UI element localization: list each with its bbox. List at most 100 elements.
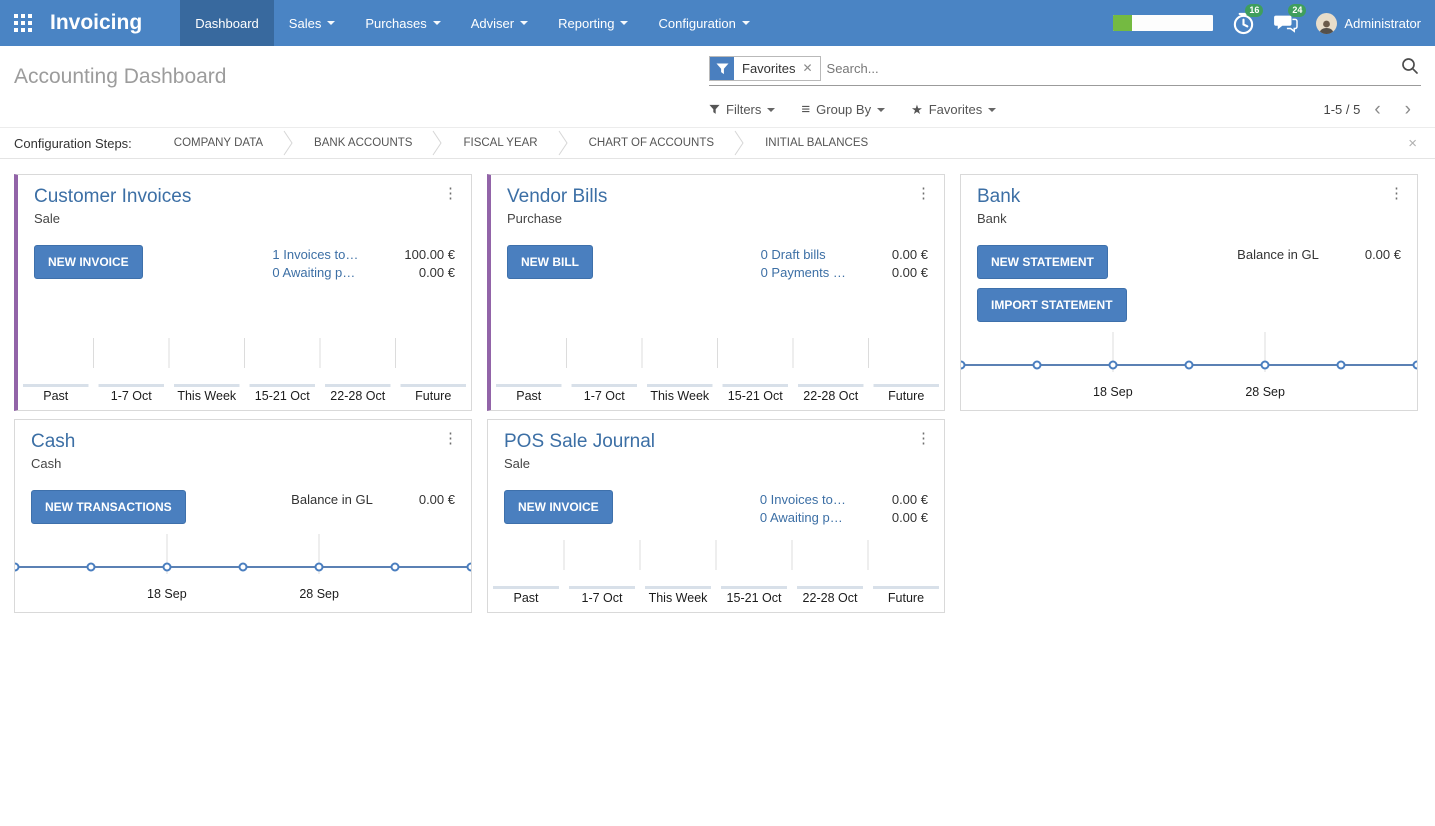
filter-toolbar: Filters ≡ Group By ★ Favorites 1-5 / 5 ‹… bbox=[709, 100, 1421, 119]
card-vendor-bills: ⋮ Vendor Bills Purchase NEW BILL 0 Draft… bbox=[487, 174, 945, 411]
balance-in-gl-label: Balance in GL bbox=[1237, 247, 1319, 262]
kebab-menu-icon[interactable]: ⋮ bbox=[443, 430, 458, 447]
journal-title[interactable]: Customer Invoices bbox=[34, 186, 192, 207]
axis-tick-label: This Week bbox=[650, 389, 710, 403]
chevron-down-icon bbox=[327, 21, 336, 25]
close-icon[interactable]: × bbox=[1408, 134, 1417, 152]
search-bar: Favorites ✕ bbox=[709, 56, 1421, 86]
filter-funnel-icon bbox=[709, 104, 720, 114]
axis-tick-label: 1-7 Oct bbox=[110, 389, 152, 403]
axis-tick-label: 28 Sep bbox=[299, 587, 339, 601]
menu-dashboard-label: Dashboard bbox=[195, 15, 259, 31]
step-bank-accounts[interactable]: BANK ACCOUNTS bbox=[314, 137, 413, 149]
messages-chat-icon[interactable]: 24 bbox=[1273, 4, 1307, 36]
activities-clock-icon[interactable]: 16 bbox=[1230, 4, 1264, 36]
amount: 0.00 € bbox=[418, 265, 455, 280]
new-transactions-button[interactable]: NEW TRANSACTIONS bbox=[31, 490, 186, 524]
new-invoice-button[interactable]: NEW INVOICE bbox=[504, 490, 613, 524]
config-steps-label: Configuration Steps: bbox=[14, 135, 132, 151]
new-invoice-button[interactable]: NEW INVOICE bbox=[34, 245, 143, 279]
axis-tick-label: Future bbox=[415, 389, 452, 403]
app-name[interactable]: Invoicing bbox=[50, 11, 143, 34]
filter-funnel-icon bbox=[710, 57, 734, 80]
draft-bills-link[interactable]: 0 Draft bills bbox=[760, 247, 826, 262]
journal-graph[interactable]: 18 Sep 28 Sep bbox=[961, 330, 1417, 410]
balance-in-gl-label: Balance in GL bbox=[291, 492, 373, 507]
invoices-to-validate-link[interactable]: 0 Invoices to… bbox=[759, 492, 846, 507]
favorites-label: Favorites bbox=[928, 102, 983, 117]
avatar bbox=[1316, 12, 1338, 34]
progress-fill bbox=[1113, 15, 1133, 31]
chevron-down-icon bbox=[767, 107, 776, 112]
payments-link[interactable]: 0 Payments … bbox=[760, 265, 846, 280]
amount: 0.00 € bbox=[891, 265, 928, 280]
group-by-dropdown[interactable]: ≡ Group By bbox=[801, 102, 886, 117]
subscription-progress-bar[interactable] bbox=[1113, 15, 1214, 31]
new-statement-button[interactable]: NEW STATEMENT bbox=[977, 245, 1108, 279]
graph-x-axis-labels: Past 1-7 Oct This Week 15-21 Oct 22-28 Oct Fu… bbox=[18, 389, 471, 410]
journal-title[interactable]: Vendor Bills bbox=[507, 186, 608, 207]
axis-tick-label: This Week bbox=[177, 389, 237, 403]
apps-grid-icon[interactable] bbox=[0, 0, 46, 46]
filters-dropdown[interactable]: Filters bbox=[709, 102, 776, 117]
menu-purchases[interactable]: Purchases bbox=[350, 0, 455, 46]
import-statement-button[interactable]: IMPORT STATEMENT bbox=[977, 288, 1127, 322]
menu-adviser[interactable]: Adviser bbox=[456, 0, 543, 46]
facet-remove-icon[interactable]: ✕ bbox=[802, 61, 813, 75]
activities-badge: 16 bbox=[1245, 4, 1264, 17]
step-separator-icon bbox=[283, 130, 293, 156]
kebab-menu-icon[interactable]: ⋮ bbox=[916, 430, 931, 447]
journal-graph[interactable]: Past 1-7 Oct This Week 15-21 Oct 22-28 Oct Fu… bbox=[488, 537, 944, 612]
journal-title[interactable]: Cash bbox=[31, 431, 76, 452]
step-company-data[interactable]: COMPANY DATA bbox=[173, 137, 264, 149]
step-fiscal-year[interactable]: FISCAL YEAR bbox=[463, 137, 538, 149]
search-input[interactable] bbox=[826, 61, 1399, 76]
menu-sales[interactable]: Sales bbox=[274, 0, 351, 46]
axis-tick-label: 18 Sep bbox=[147, 587, 187, 601]
journal-title[interactable]: Bank bbox=[977, 186, 1021, 207]
chevron-down-icon bbox=[620, 21, 629, 25]
menu-dashboard[interactable]: Dashboard bbox=[180, 0, 274, 46]
chevron-down-icon bbox=[741, 21, 750, 25]
search-icon[interactable] bbox=[1399, 57, 1421, 80]
search-facet-favorites: Favorites ✕ bbox=[709, 56, 821, 81]
card-pos-sale-journal: ⋮ POS Sale Journal Sale NEW INVOICE 0 In… bbox=[487, 419, 945, 613]
kebab-menu-icon[interactable]: ⋮ bbox=[443, 185, 458, 202]
menu-configuration-label: Configuration bbox=[658, 15, 736, 31]
kebab-menu-icon[interactable]: ⋮ bbox=[916, 185, 931, 202]
pager-value[interactable]: 1-5 / 5 bbox=[1323, 102, 1361, 117]
favorites-dropdown[interactable]: ★ Favorites bbox=[911, 102, 997, 118]
menu-reporting-label: Reporting bbox=[558, 15, 615, 31]
step-initial-balances[interactable]: INITIAL BALANCES bbox=[765, 137, 869, 149]
invoices-to-validate-link[interactable]: 1 Invoices to… bbox=[272, 247, 359, 262]
awaiting-payments-link[interactable]: 0 Awaiting p… bbox=[759, 510, 843, 525]
menu-configuration[interactable]: Configuration bbox=[643, 0, 764, 46]
filters-label: Filters bbox=[726, 102, 762, 117]
control-panel: Accounting Dashboard Favorites ✕ Filte bbox=[0, 46, 1435, 128]
messages-badge: 24 bbox=[1288, 4, 1307, 17]
page-title: Accounting Dashboard bbox=[14, 65, 227, 88]
axis-tick-label: Future bbox=[887, 591, 925, 605]
axis-tick-label: 1-7 Oct bbox=[583, 389, 625, 403]
axis-tick-label: Past bbox=[43, 389, 69, 403]
pager-next-icon[interactable]: › bbox=[1404, 99, 1411, 120]
journal-graph[interactable]: 18 Sep 28 Sep bbox=[15, 532, 471, 612]
axis-tick-label: 28 Sep bbox=[1245, 385, 1285, 399]
awaiting-payments-link[interactable]: 0 Awaiting p… bbox=[272, 265, 356, 280]
new-bill-button[interactable]: NEW BILL bbox=[507, 245, 593, 279]
pager-previous-icon[interactable]: ‹ bbox=[1374, 99, 1381, 120]
graph-x-axis-labels: 18 Sep 28 Sep bbox=[15, 586, 471, 605]
chevron-down-icon bbox=[988, 107, 997, 112]
journal-graph[interactable]: Past 1-7 Oct This Week 15-21 Oct 22-28 Oct Fu… bbox=[18, 335, 471, 410]
step-separator-icon bbox=[734, 130, 744, 156]
menu-reporting[interactable]: Reporting bbox=[543, 0, 643, 46]
kebab-menu-icon[interactable]: ⋮ bbox=[1389, 185, 1404, 202]
pager: 1-5 / 5 ‹ › bbox=[1323, 100, 1421, 119]
axis-tick-label: 18 Sep bbox=[1093, 385, 1133, 399]
step-chart-of-accounts[interactable]: CHART OF ACCOUNTS bbox=[588, 137, 715, 149]
user-menu[interactable]: Administrator bbox=[1316, 12, 1421, 34]
amount: 100.00 € bbox=[404, 247, 455, 262]
user-name: Administrator bbox=[1344, 15, 1421, 31]
journal-graph[interactable]: Past 1-7 Oct This Week 15-21 Oct 22-28 Oct Fu… bbox=[491, 335, 944, 410]
journal-title[interactable]: POS Sale Journal bbox=[504, 431, 656, 452]
